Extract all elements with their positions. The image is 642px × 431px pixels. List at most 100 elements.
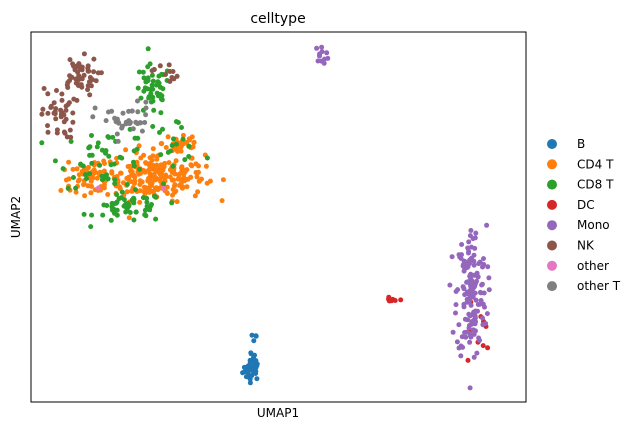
point-other [96,185,101,191]
point-cd8-t [131,217,137,223]
point-dc [465,357,471,363]
point-nk [98,70,104,76]
point-cd8-t [153,194,159,200]
point-cd8-t [134,146,140,152]
point-cd8-t [173,141,179,147]
legend-marker-b [547,139,557,149]
point-other-t [135,109,141,115]
point-cd8-t [99,173,105,179]
point-mono [450,329,456,335]
point-cd4-t [154,156,160,162]
point-nk [68,134,74,140]
legend-label-other-t: other T [577,279,621,293]
point-cd4-t [172,171,178,177]
point-cd8-t [89,160,95,166]
point-cd4-t [116,184,122,189]
point-nk [77,82,83,88]
point-b [248,351,254,357]
point-mono [465,264,471,269]
point-cd8-t [131,159,136,165]
point-cd4-t [180,132,186,138]
point-nk [67,127,73,133]
point-cd8-t [106,135,112,140]
point-cd8-t [158,152,164,158]
point-cd8-t [140,195,146,201]
plot-frame [30,31,527,403]
point-cd8-t [88,224,94,230]
point-cd8-t [150,86,156,92]
point-cd8-t [150,124,156,129]
point-nk [63,107,69,113]
point-mono [479,282,485,288]
point-cd4-t [141,152,147,158]
point-nk [86,68,92,74]
point-other [161,185,167,191]
point-cd4-t [128,179,134,184]
point-cd4-t [158,141,164,147]
point-other-t [114,131,120,137]
point-other-t [143,112,149,118]
point-b [254,376,260,382]
point-mono [319,44,325,50]
point-cd8-t [137,166,143,172]
point-cd8-t [143,213,149,219]
point-cd8-t [150,94,156,100]
point-cd4-t [203,163,209,169]
point-other-t [123,119,129,125]
point-other-t [133,119,139,125]
point-cd4-t [102,161,107,166]
point-cd4-t [193,170,199,175]
point-cd8-t [127,210,133,215]
point-cd8-t [106,153,112,159]
point-cd4-t [97,169,103,175]
point-nk [63,103,69,109]
point-b [249,332,255,338]
point-cd8-t [84,176,89,181]
point-cd4-t [127,163,133,169]
point-cd8-t [151,107,157,113]
point-mono [464,296,470,302]
point-cd4-t [187,137,192,143]
point-mono [480,301,486,307]
point-cd4-t [124,189,130,195]
point-nk [40,106,46,112]
point-cd8-t [104,203,110,208]
point-other-t [130,126,136,132]
point-other-t [139,128,145,134]
point-mono [484,222,490,228]
x-axis-label: UMAP1 [257,406,299,420]
legend-label-b: B [577,137,585,151]
point-nk [73,80,79,86]
point-mono [458,256,464,261]
point-mono [470,312,476,318]
point-mono [460,284,466,290]
point-mono [465,291,470,296]
point-cd4-t [126,215,132,221]
point-mono [480,264,485,270]
point-cd4-t [220,177,226,183]
point-nk [71,63,77,69]
point-b [253,333,259,339]
point-cd4-t [164,190,170,196]
point-nk [88,83,94,89]
point-cd8-t [111,206,117,212]
point-mono [470,282,476,288]
legend-label-nk: NK [577,239,595,253]
point-other-t [129,108,135,114]
point-cd8-t [136,69,142,75]
point-other-t [114,116,120,122]
point-nk [45,91,51,97]
point-mono [324,50,330,56]
point-mono [480,315,485,321]
point-cd4-t [101,168,107,174]
legend-label-dc: DC [577,198,595,212]
point-other-t [127,119,133,125]
point-other-t [142,120,148,125]
point-nk [45,129,51,135]
point-cd4-t [82,193,88,199]
point-cd4-t [143,160,149,166]
point-cd8-t [154,82,159,88]
point-nk [169,75,175,80]
point-b [251,338,257,344]
point-mono [476,335,482,341]
